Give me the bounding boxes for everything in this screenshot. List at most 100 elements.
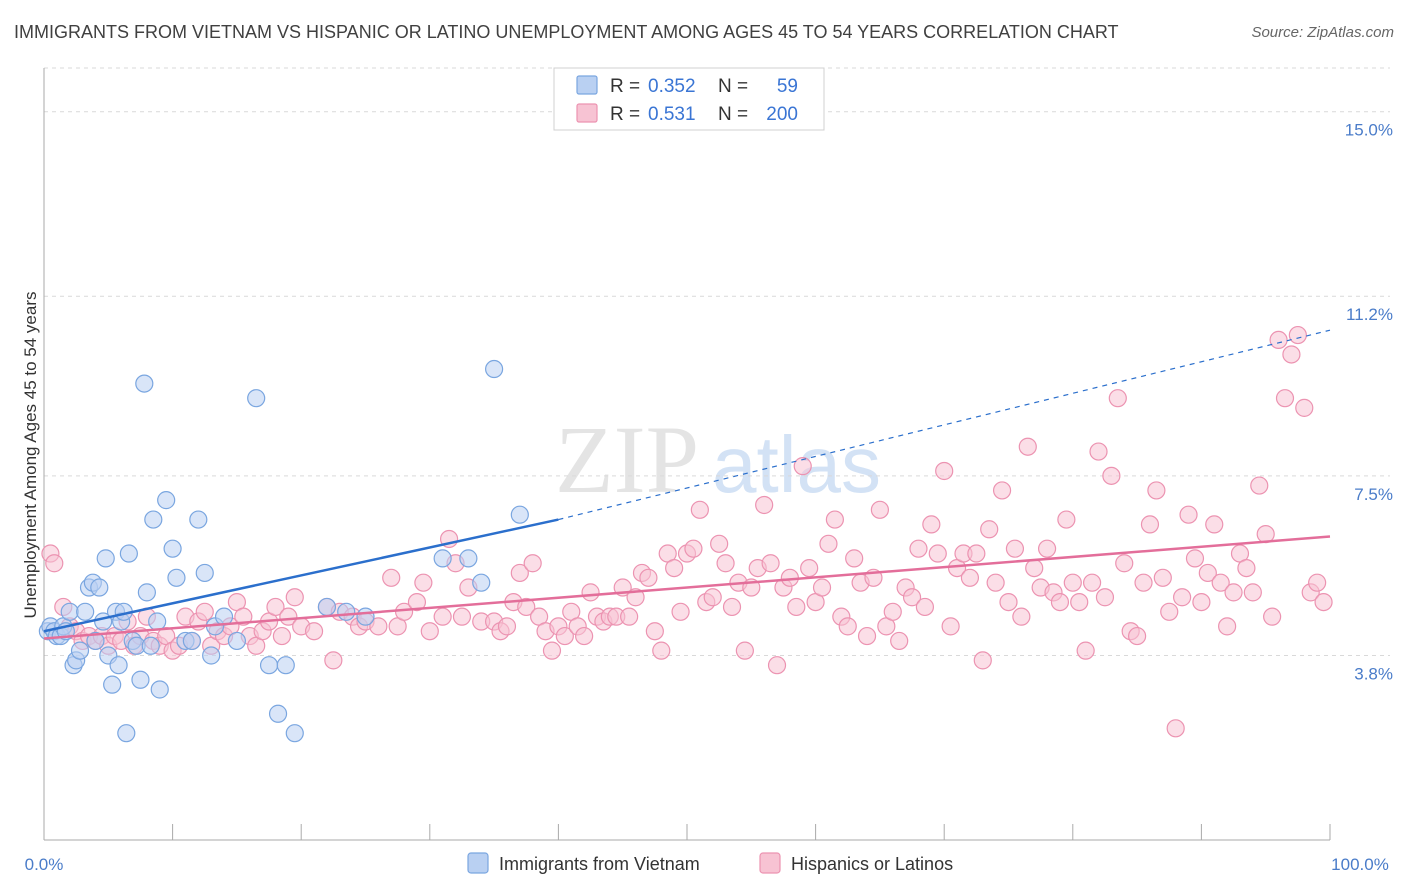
vietnam-point-30: [137, 583, 156, 602]
hispanics-point-112: [819, 534, 838, 553]
hispanics-point-148: [1050, 592, 1070, 612]
hispanics-point-123: [890, 631, 909, 651]
vietnam-point-25: [119, 544, 138, 563]
hispanics-point-37: [279, 607, 298, 626]
vietnam-point-21: [109, 656, 128, 675]
y-tick-label-2: 11.2%: [1346, 305, 1393, 324]
hispanics-point-102: [755, 495, 774, 515]
hispanics-point-86: [652, 641, 671, 660]
hispanics-point-160: [1127, 626, 1147, 646]
hispanics-point-122: [883, 602, 902, 621]
grid-lines: [44, 67, 1390, 656]
vietnam-point-57: [485, 359, 504, 379]
hispanics-point-142: [1012, 607, 1031, 626]
hispanics-point-126: [909, 539, 928, 558]
hispanics-point-152: [1076, 641, 1095, 660]
hispanics-point-91: [684, 539, 703, 558]
hispanics-point-184: [1282, 345, 1301, 364]
hispanics-trend-line: [43, 535, 1331, 640]
hispanics-point-174: [1218, 617, 1237, 636]
vietnam-point-52: [337, 602, 356, 621]
legend-r-label-pink: R =: [610, 104, 640, 125]
hispanics-point-64: [510, 563, 529, 583]
hispanics-point-127: [915, 597, 935, 617]
hispanics-point-62: [497, 617, 517, 636]
vietnam-points: [38, 359, 529, 743]
vietnam-point-54: [433, 549, 452, 568]
hispanics-point-84: [639, 568, 658, 587]
vietnam-point-50: [285, 724, 304, 743]
legend-n-label-pink: N =: [718, 104, 748, 125]
hispanics-point-66: [523, 554, 542, 573]
hispanics-point-157: [1108, 389, 1127, 408]
hispanics-point-128: [922, 515, 941, 534]
hispanics-point-150: [1063, 573, 1082, 592]
vietnam-point-42: [202, 646, 221, 665]
hispanics-point-118: [857, 626, 877, 646]
hispanics-point-120: [870, 500, 890, 519]
vietnam-point-7: [60, 602, 79, 621]
hispanics-point-179: [1250, 476, 1269, 495]
hispanics-point-24: [195, 602, 214, 621]
vietnam-trend-line: [43, 518, 559, 633]
vietnam-point-28: [131, 670, 150, 689]
vietnam-point-14: [86, 631, 105, 651]
hispanics-point-188: [1308, 573, 1327, 592]
bottom-legend: Immigrants from Vietnam Hispanics or Lat…: [467, 852, 953, 874]
y-tick-labels: 3.8% 7.5% 11.2% 15.0%: [1345, 121, 1393, 684]
hispanics-point-88: [665, 559, 684, 578]
hispanics-point-177: [1237, 559, 1256, 578]
hispanics-point-163: [1147, 481, 1166, 500]
hispanics-point-155: [1095, 588, 1115, 607]
hispanics-point-97: [722, 597, 742, 617]
vietnam-point-33: [148, 612, 167, 631]
hispanics-point-85: [645, 622, 664, 641]
y-tick-label-1: 7.5%: [1354, 485, 1393, 504]
vietnam-point-46: [247, 389, 266, 408]
vietnam-point-24: [117, 724, 136, 743]
vietnam-point-36: [163, 539, 182, 558]
hispanics-point-57: [452, 607, 472, 626]
hispanics-point-154: [1089, 442, 1108, 461]
hispanics-point-113: [825, 510, 844, 529]
hispanics-point-151: [1070, 592, 1089, 612]
hispanics-point-173: [1211, 573, 1230, 592]
hispanics-point-103: [761, 554, 780, 573]
hispanics-point-96: [716, 554, 735, 573]
vietnam-point-53: [356, 607, 375, 626]
hispanics-point-183: [1275, 389, 1295, 408]
hispanics-point-42: [324, 651, 343, 670]
legend-swatch-blue: [576, 75, 598, 95]
hispanics-point-75: [581, 583, 600, 602]
vietnam-point-37: [167, 568, 186, 587]
hispanics-point-48: [382, 568, 401, 587]
vietnam-point-40: [189, 510, 208, 529]
hispanics-point-136: [973, 651, 992, 670]
vietnam-point-48: [268, 704, 288, 723]
hispanics-point-30: [234, 607, 253, 626]
watermark-zip: ZIP: [555, 406, 699, 513]
hispanics-point-166: [1166, 719, 1185, 738]
hispanics-point-104: [767, 656, 787, 675]
legend-box: [553, 67, 825, 131]
y-tick-label-0: 3.8%: [1354, 664, 1393, 683]
legend-swatch-pink: [576, 103, 598, 123]
hispanics-point-52: [414, 573, 433, 592]
x-tick-marks: [43, 824, 1331, 840]
hispanics-point-51: [407, 592, 427, 612]
vietnam-point-56: [472, 573, 491, 592]
vietnam-point-58: [510, 505, 529, 524]
hispanics-point-129: [928, 544, 947, 563]
hispanics-point-115: [838, 617, 857, 636]
hispanics-point-182: [1269, 330, 1288, 349]
legend-r-value-blue: 0.352: [648, 76, 696, 97]
bottom-legend-swatch-blue: [467, 852, 489, 874]
hispanics-point-169: [1185, 549, 1205, 568]
hispanics-point-161: [1134, 573, 1153, 592]
hispanics-point-158: [1115, 554, 1134, 573]
hispanics-point-153: [1082, 573, 1102, 592]
hispanics-point-95: [710, 534, 729, 553]
hispanics-point-143: [1018, 437, 1037, 456]
watermark: ZIP atlas: [555, 406, 881, 513]
vietnam-point-11: [76, 602, 95, 621]
